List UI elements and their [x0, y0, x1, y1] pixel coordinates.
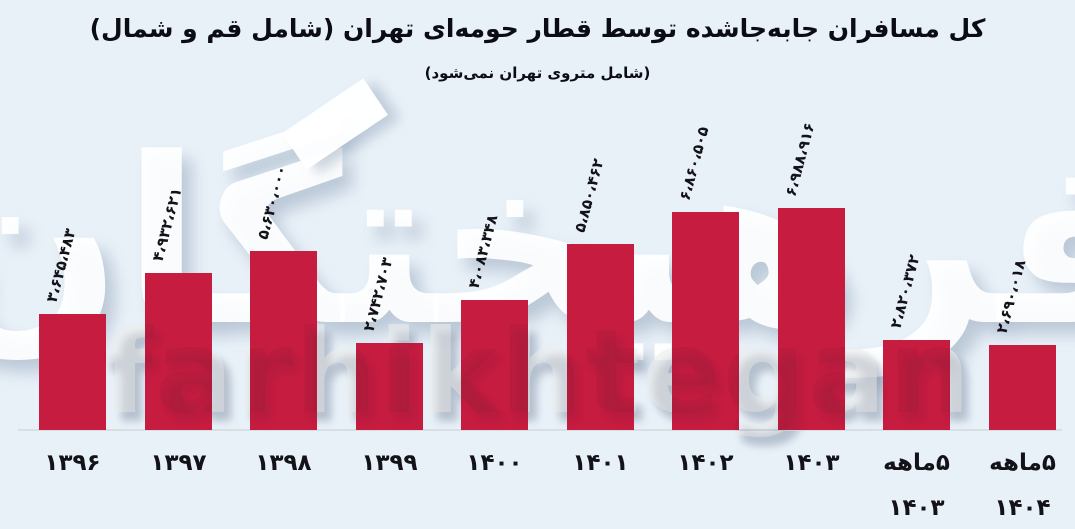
x-axis-label: ۱۴۰۰ [435, 441, 555, 486]
x-axis-label-line: ۱۴۰۳ [783, 450, 840, 476]
bar [461, 300, 528, 430]
x-axis-label: ۵ماهه ۱۴۰۴ [963, 441, 1075, 529]
x-axis-label: ۱۳۹۹ [330, 441, 450, 486]
x-axis-label: ۵ماهه ۱۴۰۳ [857, 441, 977, 529]
x-axis-label-line: ۱۴۰۳ [888, 495, 945, 521]
bar [39, 314, 106, 430]
x-axis-label-line: ۱۴۰۲ [677, 450, 734, 476]
bar [567, 244, 634, 430]
x-axis-label: ۱۳۹۷ [119, 441, 239, 486]
x-axis-label-line: ۱۴۰۱ [572, 450, 629, 476]
x-axis-label: ۱۳۹۶ [13, 441, 133, 486]
x-axis-label-line: ۱۳۹۶ [44, 450, 101, 476]
x-axis-label: ۱۴۰۲ [646, 441, 766, 486]
x-axis-label-line: ۱۳۹۷ [150, 450, 207, 476]
bar [356, 343, 423, 430]
bar [989, 345, 1056, 430]
x-axis-line [18, 429, 1062, 431]
x-axis-label: ۱۳۹۸ [224, 441, 344, 486]
chart-title: کل مسافران جابه‌جاشده توسط قطار حومه‌ای … [89, 14, 986, 43]
x-axis-label-line: ۱۴۰۴ [994, 495, 1051, 521]
chart-subtitle: (شامل متروی تهران نمی‌شود) [424, 64, 651, 82]
x-axis-label: ۱۴۰۳ [752, 441, 872, 486]
x-axis-label-line: ۵ماهه [883, 450, 950, 476]
bar [250, 251, 317, 430]
x-axis-label-line: ۱۳۹۹ [361, 450, 418, 476]
x-axis-label-line: ۵ماهه [989, 450, 1056, 476]
bar [672, 212, 739, 430]
x-axis-label-line: ۱۴۰۰ [466, 450, 523, 476]
bar [145, 273, 212, 430]
x-axis-label-line: ۱۳۹۸ [255, 450, 312, 476]
watermark-latin-overlay: farhikhtegan [102, 305, 973, 440]
bar [778, 208, 845, 430]
x-axis-label: ۱۴۰۱ [541, 441, 661, 486]
bar [883, 340, 950, 430]
